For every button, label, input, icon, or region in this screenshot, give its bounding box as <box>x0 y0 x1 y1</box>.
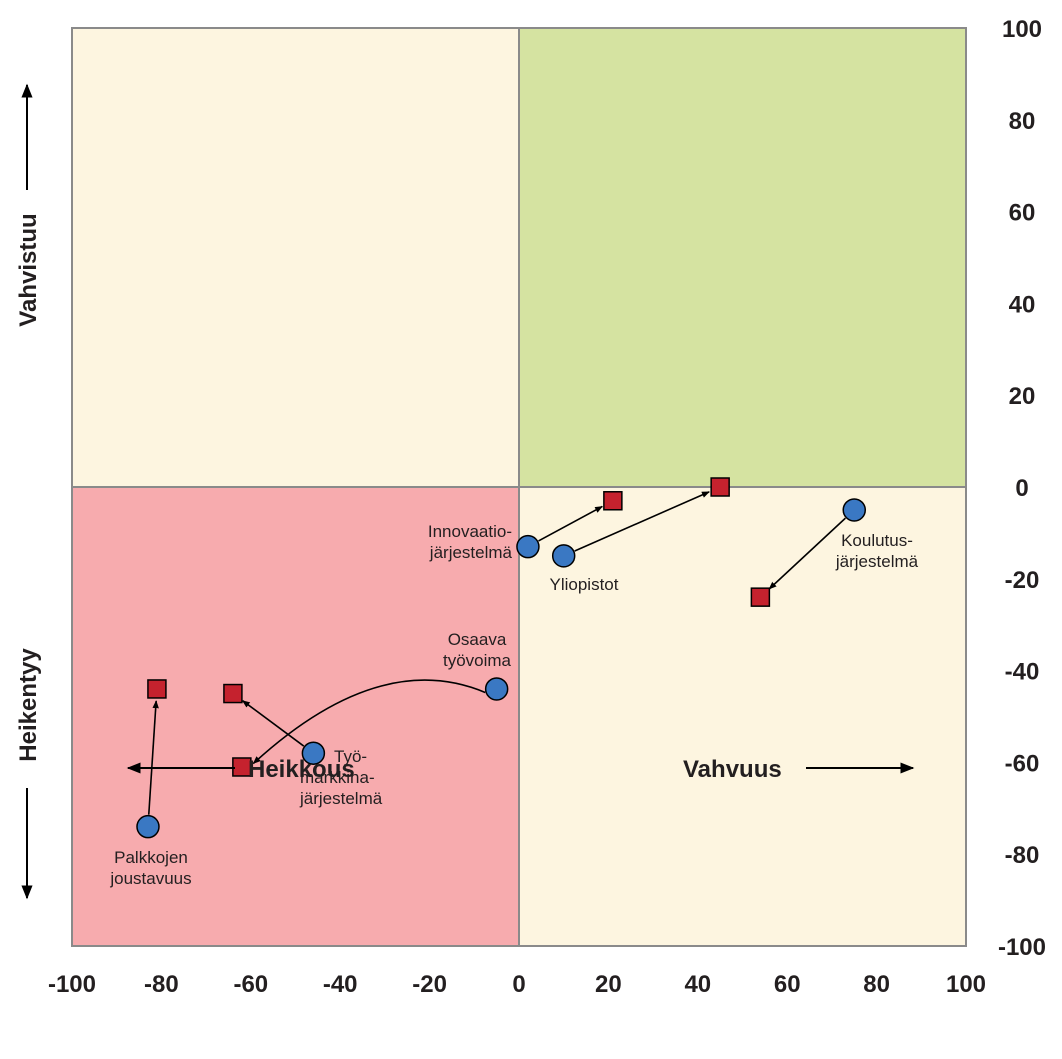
x-tick-label: -60 <box>233 971 268 998</box>
end-point-marker <box>750 587 771 607</box>
movement-arrow <box>538 505 604 542</box>
x-tick-label: 40 <box>684 971 711 998</box>
y-axis-label-top: Vahvistuu <box>15 213 42 326</box>
end-point-marker <box>710 477 730 497</box>
y-tick-label: 60 <box>1009 200 1036 227</box>
start-point-marker <box>301 741 326 765</box>
start-point-marker <box>484 677 509 701</box>
point-markers <box>136 477 866 839</box>
movement-arrow <box>252 679 486 765</box>
x-tick-label: 100 <box>946 971 986 998</box>
quadrants <box>72 28 966 946</box>
y-axis-ticks: 100 80 60 40 20 0 -20 -40 -60 -80 -100 <box>998 16 1046 961</box>
x-tick-label: -100 <box>48 971 96 998</box>
start-point-marker <box>842 498 866 522</box>
end-point-marker <box>232 757 252 777</box>
quadrant-dividers <box>71 27 967 947</box>
quadrant-top-left <box>72 28 519 487</box>
movement-arrow <box>241 700 305 747</box>
movement-arrows <box>147 491 847 815</box>
y-tick-label: 0 <box>1015 475 1028 502</box>
start-point-marker <box>551 544 576 568</box>
x-tick-label: 20 <box>595 971 622 998</box>
x-axis-label-left: Heikkous <box>248 756 355 783</box>
x-tick-label: -40 <box>323 971 358 998</box>
y-tick-label: 100 <box>1002 16 1042 43</box>
point-label: Yliopistot <box>550 575 619 594</box>
start-point-marker <box>136 814 160 839</box>
point-label: Työ-markkina-järjestelmä <box>299 747 383 808</box>
x-tick-label: 60 <box>774 971 801 998</box>
x-tick-label: 80 <box>863 971 890 998</box>
end-point-marker <box>223 683 243 704</box>
point-labels: Innovaatio-järjestelmä Yliopistot Koulutus… <box>109 522 918 888</box>
x-tick-label: -20 <box>412 971 447 998</box>
end-point-marker <box>147 679 167 699</box>
end-point-marker <box>603 491 623 511</box>
point-label: Osaava työvoima <box>443 630 512 670</box>
x-tick-label: -80 <box>144 971 179 998</box>
movement-arrow <box>147 700 159 815</box>
y-axis-label-bottom: Heikentyy <box>15 648 42 762</box>
movement-arrow <box>768 517 847 590</box>
y-tick-label: -100 <box>998 934 1046 961</box>
quadrant-top-right <box>519 28 966 487</box>
x-axis-label-right: Vahvuus <box>683 756 782 783</box>
y-tick-label: -80 <box>1005 842 1040 869</box>
y-tick-label: -40 <box>1005 659 1040 686</box>
y-tick-label: 40 <box>1009 291 1036 318</box>
y-tick-label: 20 <box>1009 383 1036 410</box>
quadrant-bottom-left <box>72 487 519 946</box>
point-label: Palkkojen joustavuus <box>109 848 191 888</box>
y-tick-label: -60 <box>1005 750 1040 777</box>
x-tick-label: 0 <box>512 971 525 998</box>
start-point-marker <box>516 534 540 559</box>
x-axis-ticks: -100 -80 -60 -40 -20 0 20 40 60 80 100 <box>48 971 986 998</box>
y-tick-label: 80 <box>1009 108 1036 135</box>
point-label: Innovaatio-järjestelmä <box>428 522 513 562</box>
quadrant-bottom-right <box>519 487 966 946</box>
point-label: Koulutus-järjestelmä <box>835 531 919 571</box>
movement-arrow <box>574 491 710 552</box>
y-tick-label: -20 <box>1005 567 1040 594</box>
